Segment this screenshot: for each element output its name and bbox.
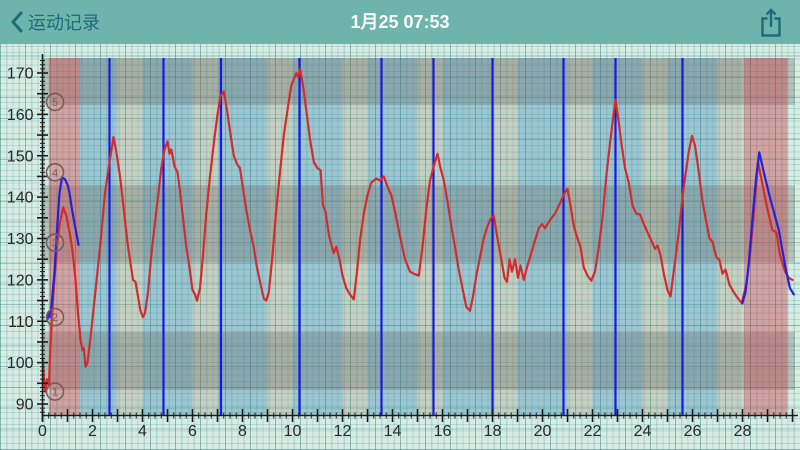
- x-tick-label: 26: [684, 423, 702, 440]
- x-tick-label: 28: [734, 423, 752, 440]
- y-tick-label: 110: [8, 314, 34, 331]
- y-tick-label: 120: [7, 272, 34, 289]
- heart-rate-red-line: [42, 67, 794, 393]
- blue-stripe: [367, 58, 418, 416]
- y-tick-label: 150: [7, 148, 34, 165]
- share-icon: [761, 8, 781, 37]
- x-tick-label: 4: [138, 423, 147, 440]
- zone-marker: 3: [45, 233, 65, 252]
- companion-blue-end-line: [741, 151, 795, 305]
- zone-marker: 2: [45, 307, 65, 327]
- red-zone-band: [48, 58, 80, 416]
- blue-stripe: [80, 58, 118, 416]
- graph-paper-background: [0, 44, 800, 450]
- tan-stripe: [417, 58, 443, 416]
- y-tick-label: 160: [7, 107, 34, 124]
- zone-marker-number: 1: [52, 387, 58, 399]
- grey-zone-band: [42, 332, 795, 390]
- blue-stripe: [217, 58, 268, 416]
- chevron-left-icon: [11, 11, 23, 33]
- back-button-label: 运动记录: [28, 13, 100, 33]
- x-tick-label: 6: [188, 423, 197, 440]
- x-tick-label: 8: [238, 423, 247, 440]
- y-tick-label: 130: [7, 231, 34, 248]
- axes: 0 2 4 6 8 10 12 14 16 18 20 22 24 26 28901001101201301…: [7, 54, 798, 440]
- zone-marker: 5: [45, 92, 65, 112]
- tan-stripe: [717, 58, 743, 416]
- y-tick-label: 100: [7, 355, 34, 372]
- grey-zone-band: [42, 58, 795, 105]
- heart-rate-chart[interactable]: 0 2 4 6 8 10 12 14 16 18 20 22 24 26 28901001101201301…: [0, 44, 800, 450]
- zone-marker-number: 2: [52, 312, 58, 324]
- zone-marker-number: 4: [52, 167, 58, 179]
- tan-stripe: [117, 58, 143, 416]
- x-tick-label: 0: [38, 423, 47, 440]
- zone-marker-circle: [45, 233, 65, 252]
- y-tick-label: 90: [16, 397, 34, 414]
- share-button[interactable]: [758, 8, 784, 38]
- zone-marker: 4: [45, 163, 65, 182]
- y-tick-label: 170: [7, 66, 34, 83]
- companion-blue-start-line: [46, 176, 80, 321]
- zone-marker-number: 3: [52, 238, 58, 250]
- x-tick-label: 10: [284, 423, 302, 440]
- x-tick-label: 18: [484, 423, 502, 440]
- navigation-bar: 运动记录 1月25 07:53: [0, 0, 800, 44]
- x-tick-label: 24: [634, 423, 652, 440]
- tan-stripe: [342, 58, 368, 416]
- x-tick-label: 14: [384, 423, 402, 440]
- tan-stripe: [567, 58, 593, 416]
- x-tick-label: 16: [434, 423, 452, 440]
- zone-marker-circle: [45, 382, 65, 401]
- x-tick-label: 20: [534, 423, 552, 440]
- x-tick-label: 2: [88, 423, 97, 440]
- tan-stripe: [267, 58, 293, 416]
- page-title: 1月25 07:53: [350, 12, 450, 32]
- zone-marker-circle: [45, 92, 65, 112]
- zone-marker-number: 5: [52, 97, 58, 109]
- zone-marker-circle: [45, 163, 65, 182]
- zone-marker-circle: [45, 307, 65, 327]
- y-tick-label: 140: [7, 190, 34, 207]
- back-button[interactable]: 运动记录: [10, 0, 100, 44]
- tan-stripe: [642, 58, 668, 416]
- zone-marker: 1: [45, 382, 65, 401]
- x-tick-label: 12: [334, 423, 352, 440]
- plot-area: [42, 58, 795, 416]
- blue-stripe: [292, 58, 343, 416]
- blue-stripe: [517, 58, 568, 416]
- x-tick-label: 22: [584, 423, 602, 440]
- grey-zone-band: [42, 185, 795, 263]
